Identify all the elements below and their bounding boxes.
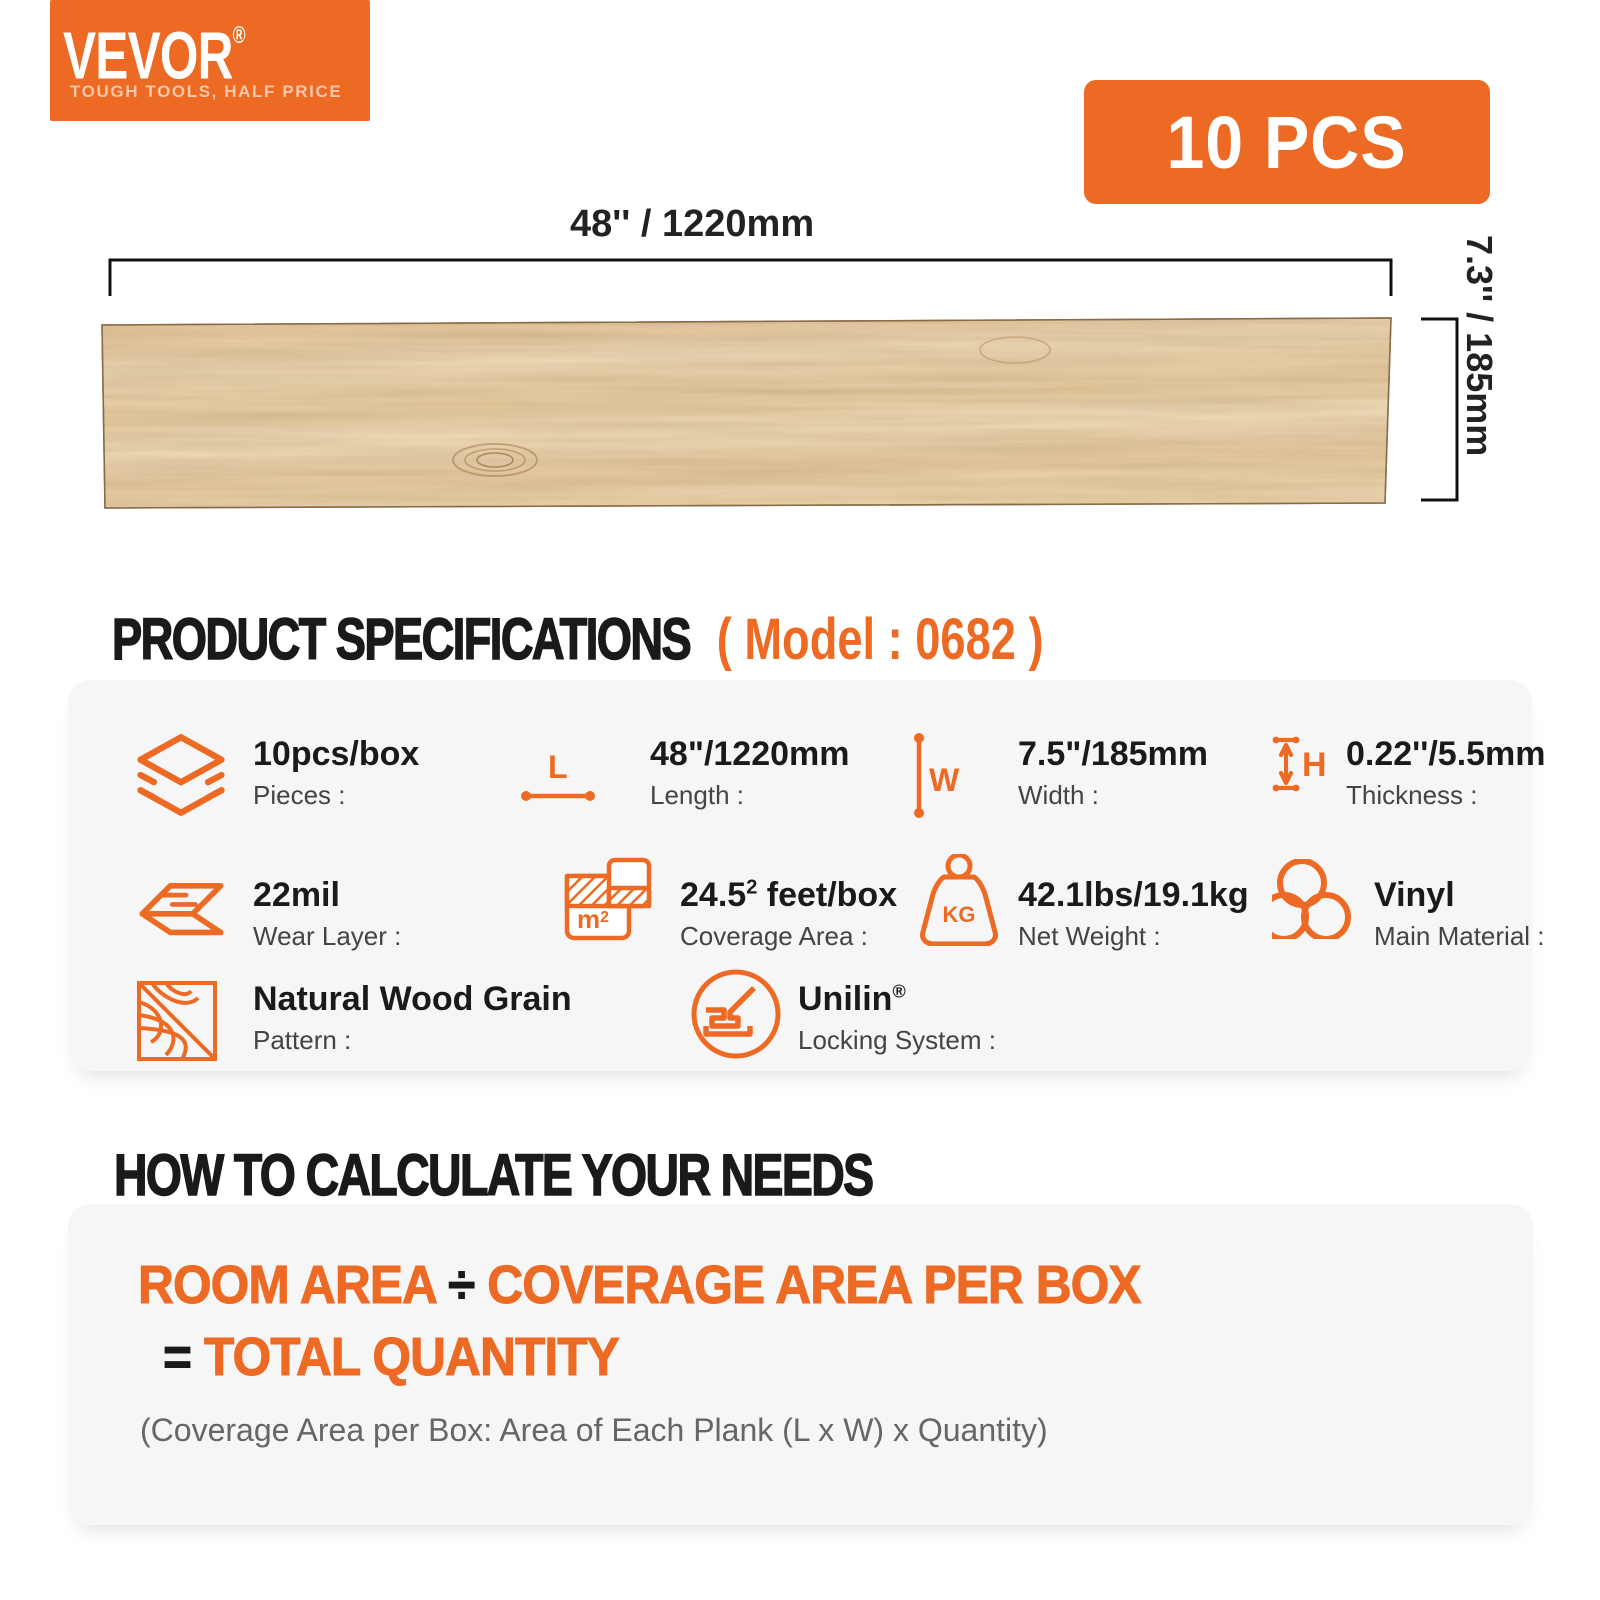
- svg-text:KG: KG: [943, 902, 976, 927]
- svg-text:H: H: [1302, 746, 1327, 784]
- svg-text:W: W: [929, 762, 960, 798]
- svg-text:L: L: [548, 749, 568, 785]
